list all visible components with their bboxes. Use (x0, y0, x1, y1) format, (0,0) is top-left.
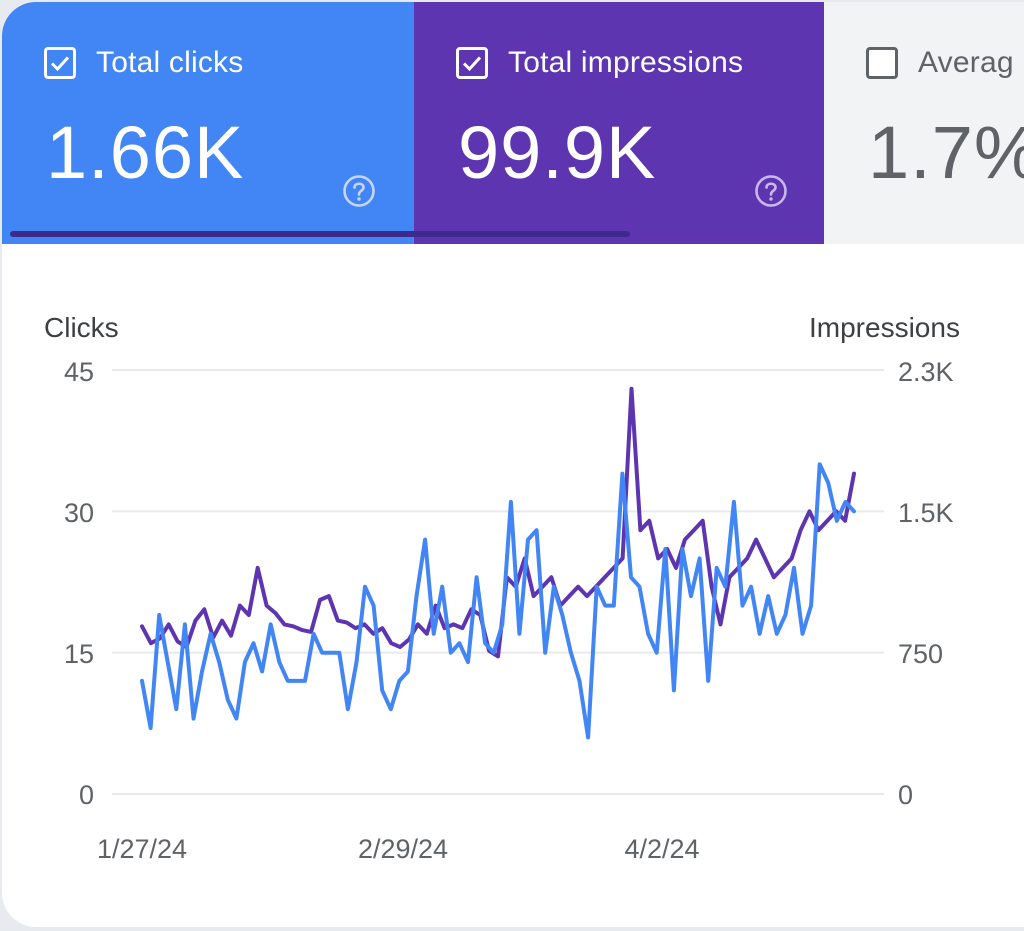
metric-label: Total impressions (508, 46, 744, 79)
y-right-tick-label: 1.5K (898, 498, 954, 528)
selected-tab-indicator (10, 231, 630, 237)
y-left-tick-label: 15 (63, 639, 94, 669)
average-ctr-checkbox[interactable] (866, 47, 898, 79)
y-axis-left-title: Clicks (44, 312, 119, 343)
checkmark-icon (462, 56, 482, 72)
metric-value: 99.9K (458, 111, 657, 194)
checkmark-icon (50, 56, 70, 72)
metric-tile-total-impressions[interactable]: Total impressions 99.9K (414, 2, 824, 244)
x-tick-label: 1/27/24 (96, 834, 188, 864)
y-left-tick-label: 0 (78, 780, 94, 810)
metric-header: Total impressions (456, 46, 743, 80)
metric-label: Total clicks (96, 46, 244, 79)
y-axis-right-title: Impressions (809, 312, 960, 343)
help-icon[interactable] (754, 174, 788, 208)
metric-value: 1.66K (46, 111, 245, 194)
metric-label: Averag (918, 46, 1014, 79)
help-icon[interactable] (342, 174, 376, 208)
y-left-tick-label: 30 (63, 498, 94, 528)
y-left-tick-label: 45 (63, 357, 94, 387)
metric-header: Averag (866, 46, 1014, 80)
y-right-tick-label: 0 (898, 780, 914, 810)
metric-tile-average-ctr[interactable]: Averag 1.7% (824, 2, 1024, 244)
series-line-total-clicks[interactable] (140, 462, 856, 740)
y-right-tick-label: 2.3K (898, 357, 954, 387)
x-tick-label: 2/29/24 (357, 834, 449, 864)
metric-tile-total-clicks[interactable]: Total clicks 1.66K (2, 2, 414, 244)
x-tick-label: 4/2/24 (624, 834, 700, 864)
metric-value: 1.7% (868, 111, 1024, 194)
y-right-tick-label: 750 (898, 639, 944, 669)
metric-header: Total clicks (44, 46, 243, 80)
total-clicks-checkbox[interactable] (44, 47, 76, 79)
total-impressions-checkbox[interactable] (456, 47, 488, 79)
series-line-total-impressions[interactable] (140, 386, 856, 659)
